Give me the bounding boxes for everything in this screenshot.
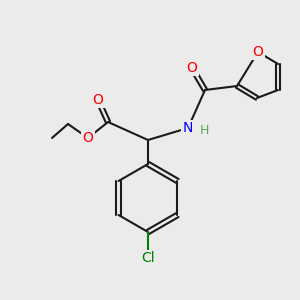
Text: Cl: Cl (141, 251, 155, 265)
Text: O: O (253, 45, 263, 59)
Text: O: O (93, 93, 104, 107)
Text: N: N (183, 121, 193, 135)
Text: O: O (187, 61, 197, 75)
Text: H: H (199, 124, 209, 136)
Text: O: O (82, 131, 93, 145)
